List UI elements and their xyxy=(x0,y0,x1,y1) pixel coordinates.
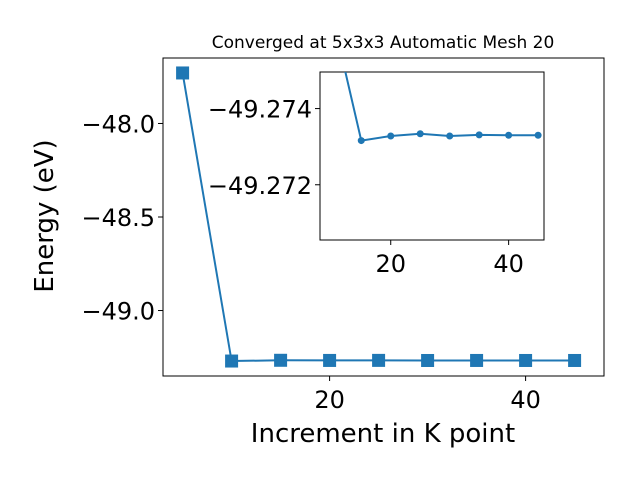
main-data-point xyxy=(274,353,288,367)
inset-data-point xyxy=(475,131,483,139)
main-x-tick-label: 40 xyxy=(510,386,541,414)
main-data-point xyxy=(225,354,239,368)
x-axis-label: Increment in K point xyxy=(251,419,515,449)
inset-data-point xyxy=(534,131,542,139)
inset-data-point xyxy=(505,131,513,139)
chart-title: Converged at 5x3x3 Automatic Mesh 20 xyxy=(212,33,555,53)
main-series-area xyxy=(176,66,582,368)
inset-y-tick-label: −49.272 xyxy=(208,172,312,200)
inset-x-tick-label: 40 xyxy=(493,250,524,278)
main-data-point xyxy=(372,353,386,367)
main-y-tick-label: −48.5 xyxy=(81,204,155,232)
inset-data-point xyxy=(416,130,424,138)
main-y-tick-label: −48.0 xyxy=(81,110,155,138)
inset-series-line xyxy=(344,72,539,142)
inset-data-point xyxy=(357,137,365,145)
inset-series-area xyxy=(344,72,542,145)
main-y-tick-label: −49.0 xyxy=(81,298,155,326)
main-plot: 20 40 −48.0 −48.5 −49.0 xyxy=(81,57,605,414)
inset-x-tick-label: 20 xyxy=(375,250,406,278)
main-data-point xyxy=(176,66,190,80)
main-data-point xyxy=(519,353,533,367)
inset-data-point xyxy=(387,132,395,140)
main-data-point xyxy=(470,353,484,367)
y-axis-label: Energy (eV) xyxy=(30,139,60,292)
main-x-tick-label: 20 xyxy=(314,386,345,414)
inset-frame xyxy=(319,71,545,241)
main-data-point xyxy=(421,353,435,367)
inset-y-tick-label: −49.274 xyxy=(208,96,312,124)
inset-plot: 20 40 −49.274 −49.272 xyxy=(208,71,545,278)
main-data-point xyxy=(323,353,337,367)
main-data-point xyxy=(568,353,582,367)
inset-data-point xyxy=(446,132,454,140)
